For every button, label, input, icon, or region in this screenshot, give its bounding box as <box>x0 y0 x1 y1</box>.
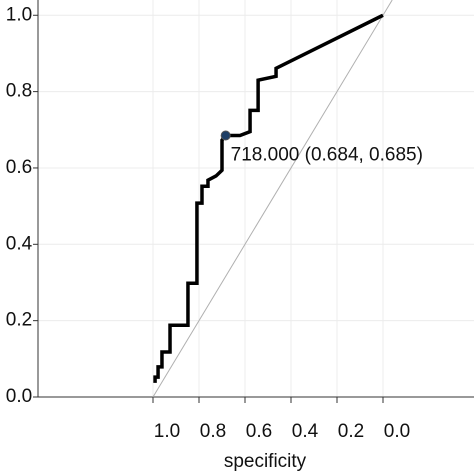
y-tick-label: 1.0 <box>6 4 32 25</box>
roc-curve <box>153 13 384 383</box>
x-tick-label: 0.4 <box>292 421 319 442</box>
x-tick-label: 0.0 <box>384 421 410 442</box>
y-tick-label: 0.4 <box>6 233 33 254</box>
x-axis-label: specificity <box>224 451 307 472</box>
x-tick-label: 0.6 <box>246 421 272 442</box>
annotation-point <box>220 130 231 141</box>
y-tick-label: 0.6 <box>6 157 32 178</box>
diagonal <box>152 0 393 398</box>
x-tick-label: 0.2 <box>338 421 364 442</box>
y-tick-label: 0.0 <box>6 386 32 407</box>
x-tick-label: 0.8 <box>200 421 226 442</box>
y-tick-label: 0.2 <box>6 310 32 331</box>
annotation-text: 718.000 (0.684, 0.685) <box>231 145 423 166</box>
x-tick-label: 1.0 <box>154 421 180 442</box>
y-tick-label: 0.8 <box>6 81 32 102</box>
